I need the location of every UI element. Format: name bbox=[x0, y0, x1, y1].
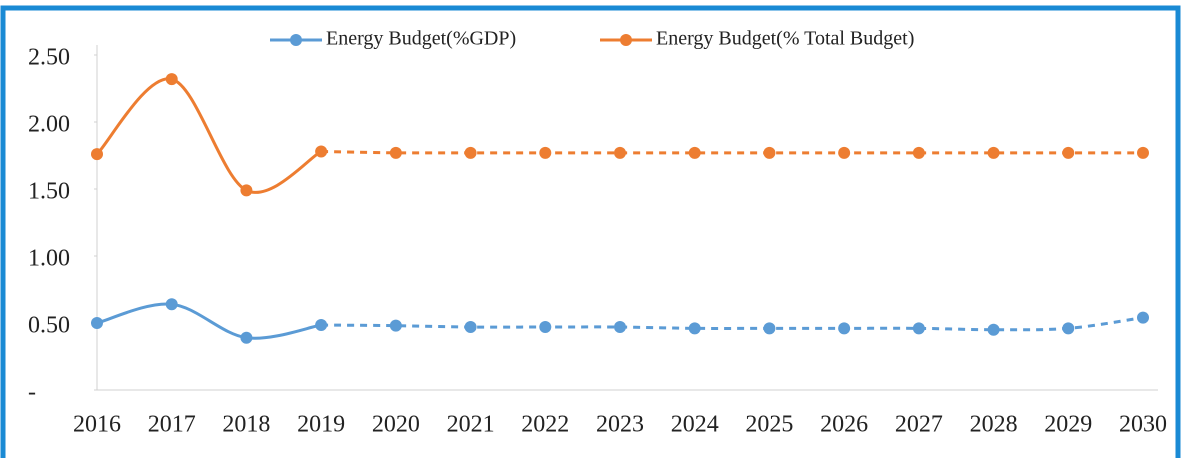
x-tick-label: 2019 bbox=[297, 412, 345, 438]
y-tick-label: 1.50 bbox=[28, 179, 70, 205]
y-tick-label: 0.50 bbox=[28, 313, 70, 339]
point bbox=[912, 146, 925, 159]
series-line bbox=[95, 77, 322, 194]
series-line bbox=[321, 316, 1144, 332]
point bbox=[987, 146, 1000, 159]
point bbox=[1062, 146, 1075, 159]
x-tick-label: 2016 bbox=[73, 412, 121, 438]
frame bbox=[0, 5, 1181, 458]
x-tick-label: 2020 bbox=[372, 412, 420, 438]
x-tick-label: 2027 bbox=[895, 412, 943, 438]
point bbox=[1062, 322, 1075, 335]
x-tick-label: 2024 bbox=[671, 412, 719, 438]
point bbox=[240, 331, 253, 344]
point bbox=[464, 321, 477, 334]
x-tick-label: 2018 bbox=[222, 412, 270, 438]
point bbox=[240, 184, 253, 197]
y-tick-label: 2.50 bbox=[28, 45, 70, 71]
point bbox=[763, 322, 776, 335]
point bbox=[165, 73, 178, 86]
x-tick-label: 2021 bbox=[447, 412, 495, 438]
point bbox=[91, 148, 103, 161]
point bbox=[1137, 146, 1149, 159]
point bbox=[91, 317, 103, 329]
point bbox=[987, 323, 1000, 336]
point bbox=[539, 321, 552, 334]
series-line bbox=[96, 302, 322, 340]
point bbox=[165, 298, 178, 311]
x-tick-label: 2022 bbox=[521, 412, 569, 438]
point bbox=[614, 321, 626, 334]
y-tick-label: 2.00 bbox=[28, 112, 70, 138]
x-tick-label: 2025 bbox=[745, 412, 793, 438]
y-tick-label: 1.00 bbox=[28, 246, 70, 272]
point bbox=[838, 322, 851, 335]
point bbox=[315, 319, 328, 332]
y-tick-label: - bbox=[28, 380, 36, 406]
point bbox=[389, 146, 402, 159]
x-tick-label: 2029 bbox=[1044, 412, 1092, 438]
point bbox=[464, 146, 477, 159]
x-tick-label: 2030 bbox=[1119, 412, 1167, 438]
point bbox=[1137, 311, 1149, 324]
point bbox=[389, 319, 402, 332]
series-line bbox=[321, 149, 1143, 155]
point bbox=[539, 146, 552, 159]
legend-marker bbox=[620, 34, 632, 46]
point bbox=[763, 146, 776, 159]
legend-label: Energy Budget(%GDP) bbox=[326, 28, 516, 50]
x-tick-label: 2028 bbox=[970, 412, 1018, 438]
x-tick-label: 2017 bbox=[148, 412, 196, 438]
legend-marker bbox=[290, 34, 302, 46]
point bbox=[838, 146, 851, 159]
legend-label: Energy Budget(% Total Budget) bbox=[656, 28, 914, 50]
point bbox=[315, 145, 328, 158]
x-tick-label: 2026 bbox=[820, 412, 868, 438]
point bbox=[614, 146, 626, 159]
point bbox=[688, 146, 701, 159]
point bbox=[688, 322, 701, 335]
x-tick-label: 2023 bbox=[596, 412, 644, 438]
point bbox=[912, 322, 925, 335]
